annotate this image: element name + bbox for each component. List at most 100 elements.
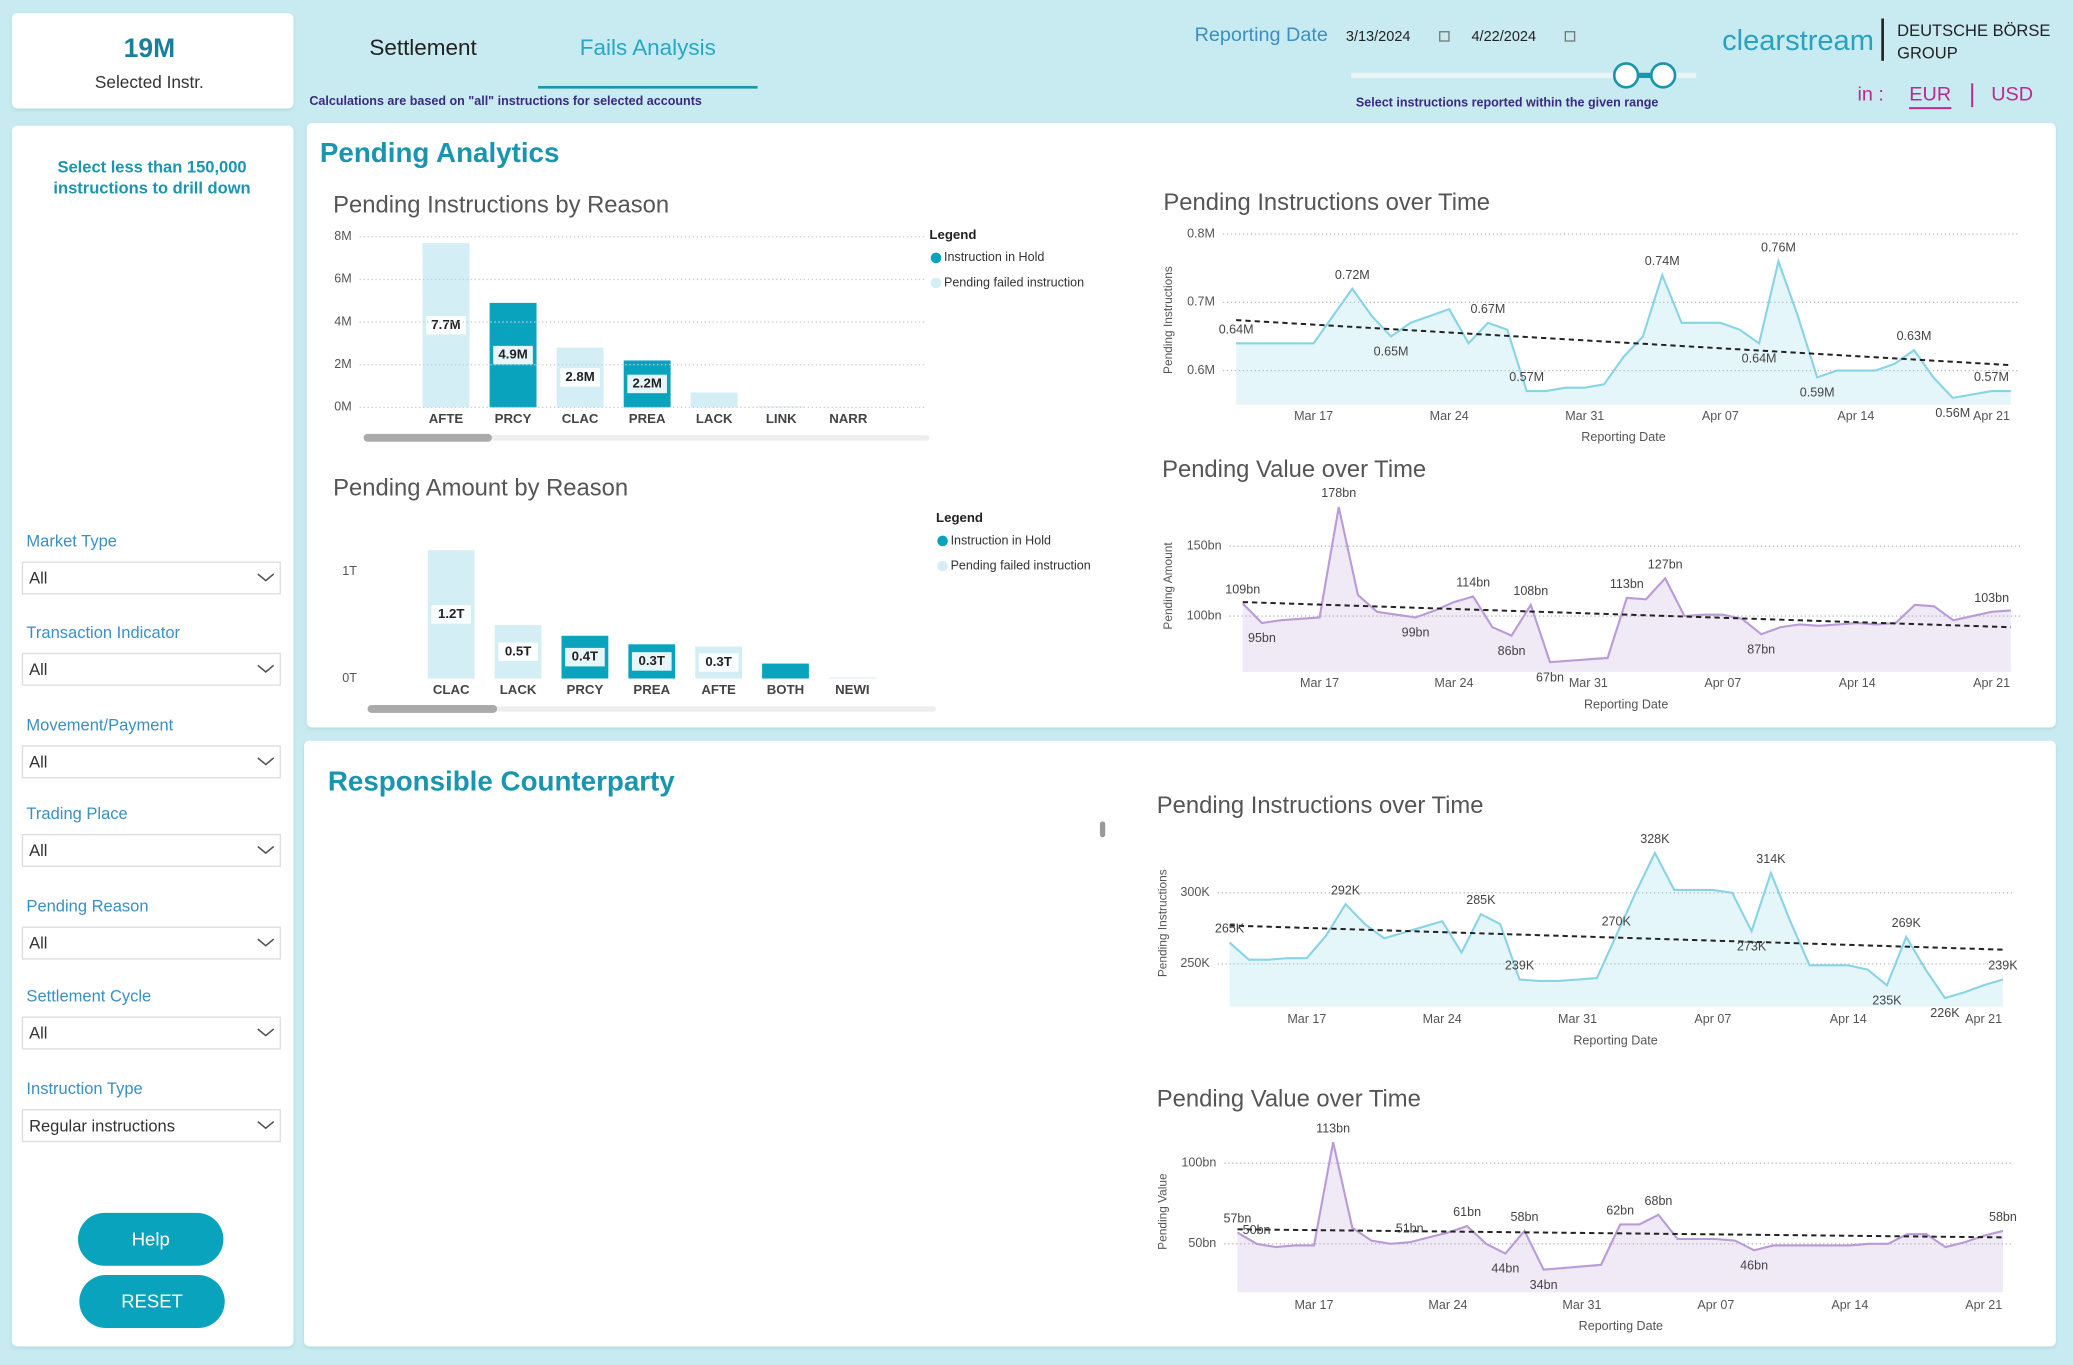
area bbox=[1242, 507, 2011, 672]
date-hint: Select instructions reported within the … bbox=[1356, 95, 1659, 109]
x-tick-label: Apr 07 bbox=[1704, 676, 1741, 690]
x-tick-label: NARR bbox=[829, 411, 868, 426]
filter-dropdown[interactable] bbox=[21, 1109, 281, 1143]
data-label: 0.57M bbox=[1974, 370, 2009, 384]
y-tick-label: 0.7M bbox=[1187, 295, 1215, 309]
data-label: 67bn bbox=[1536, 670, 1564, 684]
data-label: 328K bbox=[1640, 832, 1670, 846]
selection-card bbox=[11, 13, 294, 109]
chart-title: Pending Value over Time bbox=[1157, 1086, 1421, 1113]
filter-dropdown[interactable] bbox=[21, 745, 281, 779]
filter-dropdown[interactable] bbox=[21, 1016, 281, 1050]
filter-dropdown[interactable] bbox=[21, 652, 281, 686]
data-label: 44bn bbox=[1491, 1262, 1519, 1276]
data-label: 50bn bbox=[1243, 1223, 1271, 1237]
reset-label[interactable]: RESET bbox=[121, 1291, 183, 1312]
calendar-icon[interactable] bbox=[1564, 31, 1576, 42]
data-label: 2.2M bbox=[632, 375, 661, 390]
chevron bbox=[257, 1028, 275, 1037]
x-tick-label: PRCY bbox=[567, 682, 604, 697]
x-tick-label: Apr 21 bbox=[1965, 1012, 2002, 1026]
scroll-indicator[interactable] bbox=[1099, 821, 1106, 838]
data-label: 0.76M bbox=[1761, 240, 1796, 254]
help-button[interactable] bbox=[78, 1212, 224, 1266]
data-label: 108bn bbox=[1513, 584, 1548, 598]
filter-value[interactable]: All bbox=[29, 934, 47, 953]
filter-value[interactable]: Regular instructions bbox=[29, 1116, 175, 1135]
filter-label: Transaction Indicator bbox=[26, 623, 180, 642]
filter-value[interactable]: All bbox=[29, 660, 47, 679]
x-tick-label: BOTH bbox=[767, 682, 804, 697]
currency-active[interactable]: EUR bbox=[1909, 83, 1951, 105]
data-label: 7.7M bbox=[431, 317, 460, 332]
reset-button[interactable] bbox=[79, 1275, 225, 1328]
label-box bbox=[631, 652, 672, 671]
x-tick-label: Apr 07 bbox=[1702, 409, 1739, 423]
filter-value[interactable]: All bbox=[29, 753, 47, 772]
y-tick-label: 100bn bbox=[1187, 608, 1222, 622]
filter-label: Instruction Type bbox=[26, 1079, 142, 1098]
scroll-thumb[interactable] bbox=[363, 433, 492, 442]
filter-dropdown[interactable] bbox=[21, 833, 281, 868]
data-label: 273K bbox=[1737, 939, 1767, 953]
filter-value[interactable]: All bbox=[29, 841, 47, 860]
chart-title: Pending Value over Time bbox=[1162, 456, 1426, 483]
brand: clearstream bbox=[1722, 25, 1874, 57]
data-label: 0.64M bbox=[1742, 351, 1777, 365]
slider-knob[interactable] bbox=[1612, 62, 1640, 89]
x-tick-label: Mar 17 bbox=[1300, 676, 1339, 690]
chevron bbox=[257, 573, 275, 582]
data-label: 113bn bbox=[1610, 577, 1644, 591]
data-label: 58bn bbox=[1989, 1210, 2017, 1224]
section-title: Pending Analytics bbox=[320, 137, 559, 168]
x-tick-label: Apr 21 bbox=[1973, 409, 2010, 423]
chart-title: Pending Instructions over Time bbox=[1163, 189, 1490, 216]
scroll-track[interactable] bbox=[367, 706, 937, 712]
currency[interactable]: USD bbox=[1991, 83, 2033, 105]
data-label: 269K bbox=[1892, 916, 1922, 930]
x-tick-label: LINK bbox=[766, 411, 797, 426]
data-label: 87bn bbox=[1747, 642, 1775, 656]
data-label: 0.59M bbox=[1800, 386, 1835, 400]
x-axis-label: Reporting Date bbox=[1581, 430, 1665, 444]
y-tick-label: 300K bbox=[1180, 885, 1210, 899]
chevron bbox=[257, 664, 275, 673]
selected-count: 19M bbox=[124, 33, 175, 63]
data-label: 226K bbox=[1930, 1006, 1960, 1020]
x-tick-label: NEWI bbox=[835, 682, 870, 697]
help-label[interactable]: Help bbox=[132, 1229, 170, 1250]
filter-dropdown[interactable] bbox=[21, 561, 281, 595]
calendar-icon[interactable] bbox=[1439, 31, 1450, 42]
label-box bbox=[565, 647, 605, 667]
filter-dropdown[interactable] bbox=[21, 926, 281, 960]
legend-swatch bbox=[937, 535, 948, 547]
label-box bbox=[560, 368, 600, 387]
date-from[interactable]: 3/13/2024 bbox=[1346, 29, 1411, 45]
slider-knob[interactable] bbox=[1649, 62, 1677, 89]
scroll-track[interactable] bbox=[363, 435, 930, 441]
data-label: 0.74M bbox=[1645, 254, 1680, 268]
currency-underline bbox=[1909, 107, 1952, 110]
data-label: 0.4T bbox=[572, 649, 598, 664]
brand-divider bbox=[1881, 18, 1884, 61]
filter-value[interactable]: All bbox=[29, 569, 47, 588]
y-tick-label: 150bn bbox=[1187, 539, 1222, 553]
date-to[interactable]: 4/22/2024 bbox=[1471, 29, 1536, 45]
data-label: 62bn bbox=[1606, 1204, 1634, 1218]
scroll-thumb[interactable] bbox=[367, 704, 498, 713]
data-label: 61bn bbox=[1453, 1205, 1481, 1219]
tab[interactable]: Settlement bbox=[369, 35, 477, 60]
y-axis-label: Pending Value bbox=[1156, 1173, 1170, 1250]
sidebar-hint: instructions to drill down bbox=[53, 178, 250, 197]
chart-title: Pending Amount by Reason bbox=[333, 475, 628, 502]
tab-active[interactable]: Fails Analysis bbox=[580, 35, 716, 60]
trend-line bbox=[1242, 601, 2011, 629]
x-tick-label: PREA bbox=[633, 682, 670, 697]
x-tick-label: Mar 31 bbox=[1565, 409, 1604, 423]
x-tick-label: Mar 17 bbox=[1294, 1298, 1333, 1312]
legend-swatch bbox=[930, 252, 942, 264]
x-tick-label: Mar 31 bbox=[1569, 676, 1608, 690]
filter-value[interactable]: All bbox=[29, 1024, 47, 1043]
trend-line bbox=[1237, 1228, 2003, 1239]
